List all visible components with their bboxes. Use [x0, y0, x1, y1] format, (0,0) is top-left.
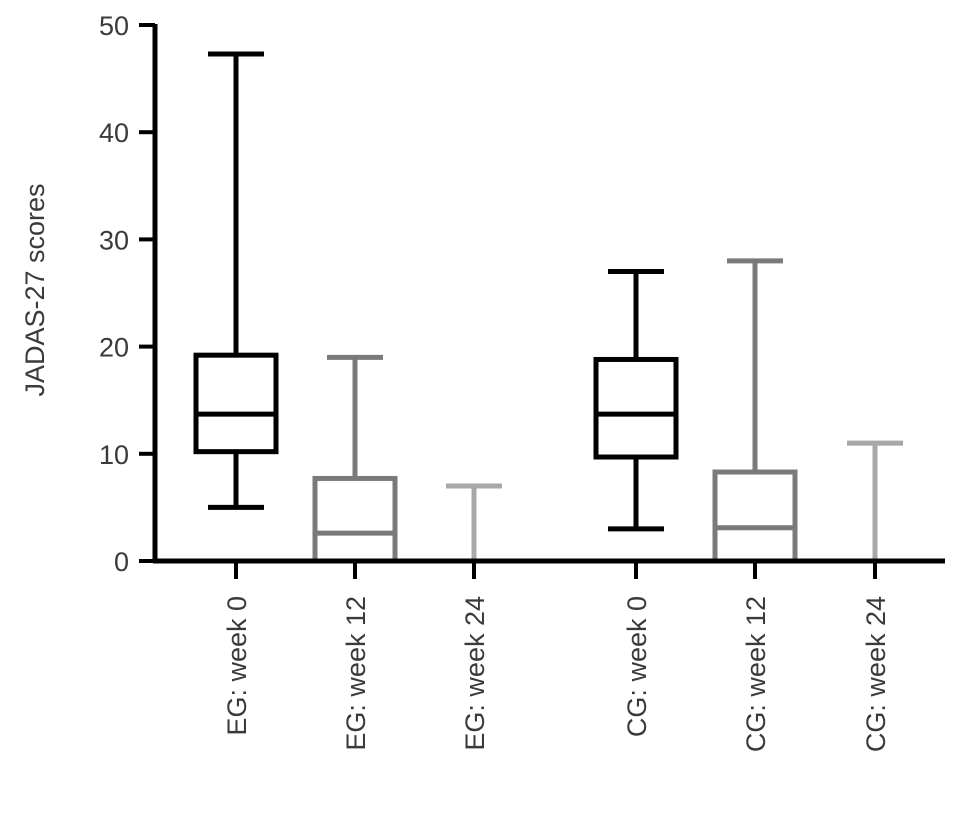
x-tick-label: EG: week 24 — [460, 596, 490, 751]
y-tick-label: 30 — [99, 225, 129, 255]
x-tick-label: CG: week 12 — [741, 596, 771, 752]
box-group — [712, 258, 798, 564]
box-iqr — [312, 475, 398, 564]
x-tick-label: EG: week 0 — [222, 596, 252, 736]
y-axis-title: JADAS-27 scores — [20, 183, 50, 396]
y-tick-label: 40 — [99, 118, 129, 148]
x-ticks: EG: week 0 EG: week 12 EG: week 24 CG: week… — [222, 561, 891, 752]
y-tick-label: 20 — [99, 333, 129, 363]
box-group — [593, 269, 679, 532]
y-tick-label: 10 — [99, 440, 129, 470]
x-tick-label: EG: week 12 — [341, 596, 371, 751]
axes-layer — [152, 24, 945, 564]
box-iqr — [593, 356, 679, 460]
box-group — [193, 51, 279, 510]
box-group — [434, 483, 514, 564]
x-tick-label: CG: week 0 — [622, 596, 652, 737]
box-iqr — [712, 469, 798, 564]
y-tick-label: 50 — [99, 11, 129, 41]
x-tick-label: CG: week 24 — [861, 596, 891, 752]
y-tick-label: 0 — [114, 547, 129, 577]
box-iqr — [193, 352, 279, 455]
box-group — [312, 354, 398, 564]
y-ticks: 0 10 20 30 40 50 — [99, 11, 155, 577]
box-group — [835, 440, 915, 564]
boxes-layer — [193, 51, 915, 564]
